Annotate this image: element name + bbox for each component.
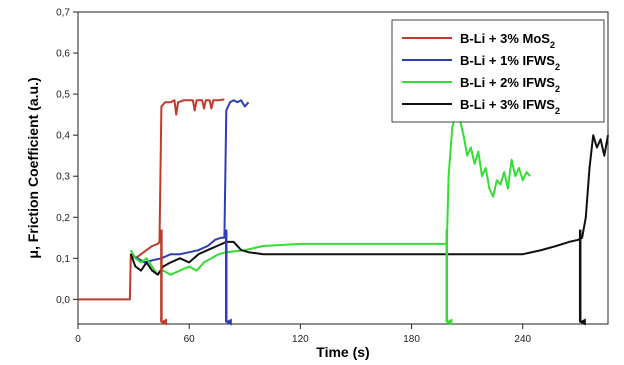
y-axis-ticks: 0,0 0,1 0,2 0,3 0,4 0,5 0,6 0,7: [56, 8, 78, 306]
y-tick-label: 0,2: [56, 213, 70, 224]
legend-label-2: B-Li + 2% IFWS2: [460, 75, 560, 94]
y-tick-label: 0,3: [56, 172, 70, 183]
x-tick-label: 120: [292, 334, 309, 345]
x-axis-label: Time (s): [316, 344, 369, 360]
x-tick-label: 180: [403, 334, 420, 345]
x-tick-label: 60: [184, 334, 196, 345]
series-line-1: [130, 99, 250, 264]
arrow-group: [159, 229, 586, 326]
y-tick-label: 0,7: [56, 8, 70, 19]
y-tick-label: 0,5: [56, 90, 70, 101]
series-line-2: [129, 113, 531, 276]
y-tick-label: 0,6: [56, 49, 70, 60]
series-group: [78, 98, 609, 301]
y-tick-label: 0,0: [56, 295, 70, 306]
series-line-0: [78, 98, 225, 301]
x-axis-ticks: 0 60 120 180 240: [75, 324, 532, 345]
legend-label-3: B-Li + 3% IFWS2: [460, 97, 560, 116]
y-tick-label: 0,4: [56, 131, 70, 142]
legend-label-0: B-Li + 3% MoS2: [460, 31, 555, 50]
legend-label-1: B-Li + 1% IFWS2: [460, 53, 560, 72]
legend: B-Li + 3% MoS2 B-Li + 1% IFWS2 B-Li + 2% I…: [391, 19, 605, 123]
x-tick-label: 240: [514, 334, 531, 345]
y-tick-label: 0,1: [56, 254, 70, 265]
y-axis-label: μ, Friction Coefficient (a.u.): [25, 77, 41, 258]
x-tick-label: 0: [75, 334, 81, 345]
